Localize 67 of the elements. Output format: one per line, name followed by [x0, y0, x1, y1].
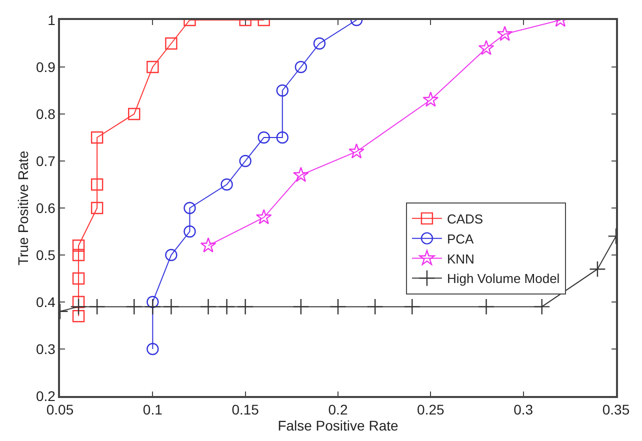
point	[534, 298, 550, 315]
x-tick-label: 0.25	[417, 402, 445, 418]
point	[184, 202, 196, 214]
point	[256, 209, 272, 224]
point	[146, 342, 159, 356]
y-tick-label: 1	[48, 12, 56, 28]
point	[276, 84, 288, 97]
point	[144, 298, 161, 315]
x-tick-label: 0.2	[328, 402, 348, 418]
point	[330, 298, 346, 315]
point	[589, 260, 606, 278]
point	[146, 60, 159, 74]
point	[422, 92, 439, 107]
y-tick-label: 0.4	[36, 294, 56, 310]
y-tick-label: 0.6	[36, 200, 56, 216]
point	[90, 178, 104, 191]
x-tick-label: 0.15	[232, 402, 260, 418]
x-tick-label: 0.1	[142, 402, 163, 418]
y-tick-label: 0.7	[36, 152, 56, 169]
point	[162, 298, 180, 315]
y-tick-label: 0.3	[36, 340, 56, 357]
point	[72, 296, 85, 308]
point	[237, 298, 254, 315]
point	[165, 37, 178, 50]
point	[294, 60, 308, 74]
point	[146, 296, 159, 308]
point	[348, 143, 364, 158]
point	[218, 298, 236, 315]
y-tick-label: 0.5	[36, 246, 56, 263]
point	[90, 131, 104, 144]
point	[72, 310, 85, 322]
point	[200, 237, 216, 252]
point	[292, 298, 310, 315]
point	[239, 154, 252, 168]
point	[88, 298, 106, 315]
point	[128, 108, 140, 120]
point	[72, 272, 85, 285]
point	[404, 298, 420, 315]
point	[72, 240, 85, 252]
y-axis-title: True Positive Rate	[15, 150, 32, 266]
point	[165, 248, 178, 262]
x-tick-label: 0.05	[46, 402, 74, 418]
x-tick-label: 0.35	[602, 402, 630, 418]
point	[366, 298, 384, 315]
x-tick-label: 0.3	[514, 402, 534, 418]
legend-label: CADS	[446, 212, 484, 226]
point	[478, 40, 494, 56]
point	[258, 131, 270, 144]
point	[276, 131, 288, 144]
point	[126, 298, 142, 315]
point	[90, 202, 104, 214]
point	[496, 26, 513, 41]
y-tick-label: 0.8	[36, 106, 56, 122]
point	[293, 166, 309, 182]
point	[220, 178, 233, 191]
y-tick-label: 0.9	[36, 58, 56, 75]
x-axis-title: False Positive Rate	[278, 418, 399, 434]
y-tick-label: 0.2	[36, 388, 56, 404]
legend-label: KNN	[446, 251, 474, 266]
point	[313, 37, 326, 50]
point	[184, 225, 196, 238]
point	[200, 298, 217, 315]
point	[72, 248, 85, 262]
point	[478, 298, 495, 315]
legend-label: High Volume Model	[446, 271, 560, 286]
point	[70, 298, 87, 315]
legend-label: PCA	[446, 231, 474, 246]
